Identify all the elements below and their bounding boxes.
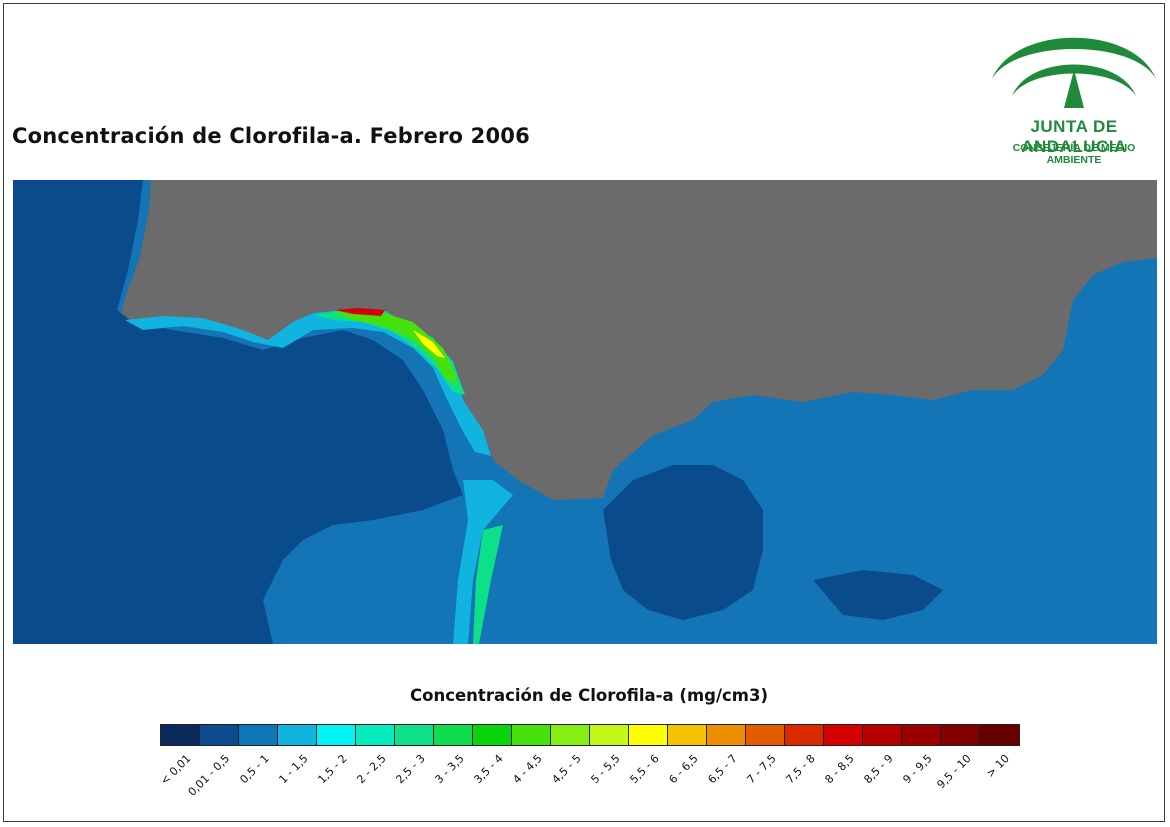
legend-label: 1,5 - 2	[314, 752, 350, 787]
legend-swatch	[317, 725, 356, 745]
legend-label: 4 - 4,5	[509, 752, 545, 787]
legend-label: 6 - 6,5	[665, 752, 701, 787]
legend-label: 9,5 - 10	[933, 752, 974, 792]
legend-bar	[160, 724, 1020, 746]
coastal-hotspot-red	[335, 308, 385, 316]
legend-label: 9 - 9,5	[899, 752, 935, 787]
coastal-band-cyan	[125, 310, 491, 456]
page-title: Concentración de Clorofila-a. Febrero 20…	[12, 124, 530, 148]
strait-band-green	[473, 525, 503, 644]
legend-swatch	[590, 725, 629, 745]
legend-label: < 0,01	[157, 752, 193, 788]
legend-swatch	[200, 725, 239, 745]
legend-swatch	[278, 725, 317, 745]
logo-subtitle: CONSEJERÍA DE MEDIO AMBIENTE	[1012, 142, 1136, 166]
legend-label: 1 - 1,5	[275, 752, 311, 787]
legend-swatch	[902, 725, 941, 745]
legend-label: 8,5 - 9	[860, 752, 896, 787]
legend-label: 3 - 3,5	[431, 752, 467, 787]
legend-label: 0,5 - 1	[236, 752, 272, 787]
junta-de-andalucia-logo	[992, 37, 1156, 108]
legend-label: 4,5 - 5	[548, 752, 584, 787]
legend-swatch	[434, 725, 473, 745]
legend-swatch	[473, 725, 512, 745]
legend-swatch	[707, 725, 746, 745]
coastal-hotspot-yellow	[413, 330, 445, 358]
legend-label: 5 - 5,5	[587, 752, 623, 787]
chlorophyll-map	[13, 180, 1157, 644]
atlantic-low-zone	[13, 180, 463, 644]
legend-title: Concentración de Clorofila-a (mg/cm3)	[410, 686, 768, 705]
legend-swatch	[512, 725, 551, 745]
logo-name: JUNTA DE ANDALUCIA	[1021, 117, 1127, 156]
legend-label: 7 - 7,5	[743, 752, 779, 787]
legend-swatch	[551, 725, 590, 745]
legend-swatch	[395, 725, 434, 745]
legend-swatch	[668, 725, 707, 745]
legend-swatch	[239, 725, 278, 745]
legend-swatch	[941, 725, 980, 745]
legend-label: > 10	[983, 752, 1012, 781]
legend-swatch	[824, 725, 863, 745]
legend-label: 2 - 2,5	[353, 752, 389, 787]
legend-label: 3,5 - 4	[470, 752, 506, 787]
legend-label: 8 - 8,5	[821, 752, 857, 787]
figure-frame	[3, 3, 1165, 822]
legend-swatch	[356, 725, 395, 745]
med-low-patch	[813, 570, 943, 620]
legend-swatch	[980, 725, 1019, 745]
legend-label: 2,5 - 3	[392, 752, 428, 787]
legend-swatch	[629, 725, 668, 745]
legend-label: 6,5 - 7	[704, 752, 740, 787]
legend-swatch	[746, 725, 785, 745]
legend-swatch	[785, 725, 824, 745]
legend-label: 7,5 - 8	[782, 752, 818, 787]
legend-label: 5,5 - 6	[626, 752, 662, 787]
legend-swatch	[863, 725, 902, 745]
strait-band	[453, 480, 513, 644]
alboran-low-zone	[603, 465, 763, 620]
legend-swatch	[161, 725, 200, 745]
